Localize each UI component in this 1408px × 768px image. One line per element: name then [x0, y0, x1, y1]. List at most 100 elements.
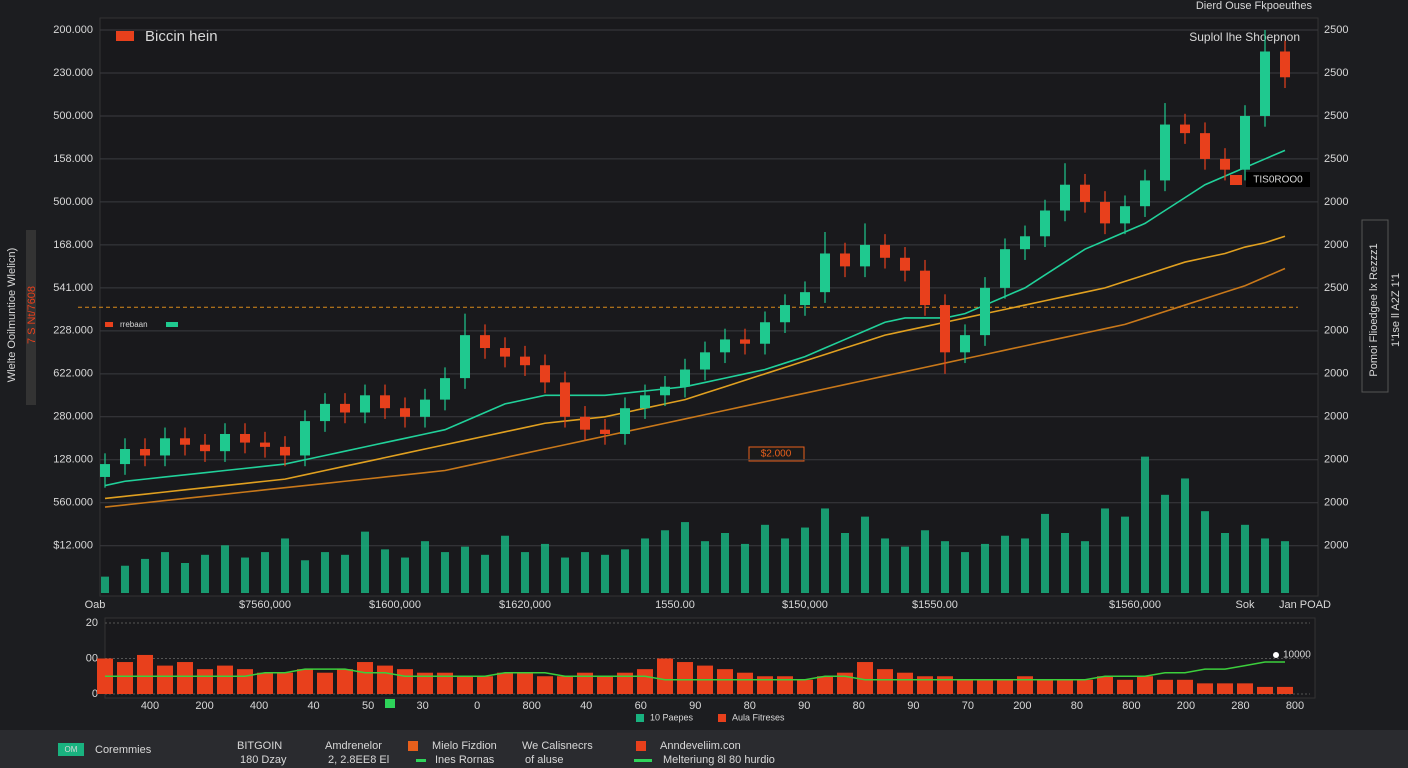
x-tick-label: $1620,000	[499, 599, 551, 611]
bar	[777, 676, 793, 694]
candle-body	[320, 403, 330, 422]
bar	[317, 672, 333, 694]
candle-body	[540, 365, 550, 383]
candle-body	[120, 449, 130, 465]
candle-body	[180, 438, 190, 445]
x-tick-label: 90	[798, 700, 810, 712]
volume-bar	[621, 549, 629, 593]
x-tick-label: 400	[141, 700, 159, 712]
left-title: Wlelte Ooilmuntioe Wlelicn)	[6, 248, 18, 382]
bar	[597, 676, 613, 694]
candle-body	[340, 403, 350, 413]
y-tick-label: 200.000	[53, 24, 93, 36]
candle-body	[1220, 158, 1230, 170]
volume-bar	[1101, 508, 1109, 593]
candle-body	[440, 378, 450, 400]
volume-bar	[321, 552, 329, 593]
candle-body	[1180, 124, 1190, 134]
bar	[137, 654, 153, 694]
candle-body	[740, 339, 750, 344]
y2-tick-label: 2500	[1324, 153, 1348, 165]
bar	[877, 669, 893, 694]
footer-sub: Ines Rornas	[435, 754, 495, 766]
legend-label: Biccin hein	[145, 28, 218, 45]
bar	[677, 662, 693, 694]
candle-body	[760, 322, 770, 344]
candle-body	[1080, 184, 1090, 202]
volume-bar	[301, 560, 309, 593]
annotation: $2.000	[761, 449, 792, 460]
y2-tick-label: 2000	[1324, 368, 1348, 380]
x-tick-label: 40	[580, 700, 592, 712]
x-tick-label: $1600,000	[369, 599, 421, 611]
y2-tick-label: 2000	[1324, 540, 1348, 552]
candle-body	[1120, 206, 1130, 224]
bar	[917, 676, 933, 694]
candle-body	[520, 356, 530, 366]
volume-bar	[881, 538, 889, 593]
bar	[1037, 679, 1053, 694]
bar	[457, 676, 473, 694]
volume-bar	[581, 552, 589, 593]
volume-bar	[221, 545, 229, 593]
bar	[1137, 676, 1153, 694]
volume-bar	[961, 552, 969, 593]
bar	[1197, 683, 1213, 694]
volume-bar	[1281, 541, 1289, 593]
bar	[637, 669, 653, 694]
x-tick-label: 800	[1286, 700, 1304, 712]
candle-body	[1140, 180, 1150, 207]
candle-body	[1060, 184, 1070, 211]
y2-tick-label: 2500	[1324, 282, 1348, 294]
x-tick-label: 80	[1071, 700, 1083, 712]
candle-body	[300, 421, 310, 456]
y-tick-label: 0	[92, 688, 98, 700]
bar	[177, 662, 193, 694]
left-subtitle: 7 S Nt/7608	[26, 286, 38, 344]
legend-swatch	[105, 322, 113, 327]
bar	[1157, 679, 1173, 694]
bar	[1177, 679, 1193, 694]
candle-body	[860, 244, 870, 267]
y2-tick-label: 2500	[1324, 110, 1348, 122]
volume-bar	[921, 530, 929, 593]
volume-bar	[701, 541, 709, 593]
x-tick-label: Oab	[85, 599, 106, 611]
y2-tick-label: 2500	[1324, 67, 1348, 79]
bar	[477, 676, 493, 694]
bar	[897, 672, 913, 694]
footer-line	[416, 759, 426, 762]
bar	[117, 662, 133, 694]
footer-title: Amdrenelor	[325, 740, 382, 752]
x-tick-label: 40	[307, 700, 319, 712]
bar	[1237, 683, 1253, 694]
footer-sub: 180 Dzay	[240, 754, 287, 766]
volume-bar	[201, 554, 209, 593]
volume-bar	[801, 527, 809, 593]
annotation-marker	[1230, 175, 1242, 185]
annotation-box	[1246, 172, 1310, 187]
footer-bar	[0, 730, 1408, 768]
candle-body	[1240, 115, 1250, 170]
annotation-box	[748, 446, 805, 462]
volume-bar	[121, 565, 129, 593]
bar	[297, 669, 313, 694]
bar	[257, 672, 273, 694]
bar	[717, 669, 733, 694]
y-tick-label: 168.000	[53, 239, 93, 251]
x-tick-label: 200	[195, 700, 213, 712]
volume-bar	[1221, 533, 1229, 593]
volume-bar	[521, 552, 529, 593]
footer-title: Coremmies	[95, 744, 152, 756]
bar	[157, 665, 173, 694]
footer-line	[634, 759, 652, 762]
candle-body	[940, 305, 950, 353]
moving-average	[104, 267, 1286, 508]
x-tick-label: 30	[416, 700, 428, 712]
subtitle: Suplol lhe Shoepnon	[1189, 30, 1300, 44]
y-tick-label: 128.000	[53, 454, 93, 466]
x-tick-label: 800	[1122, 700, 1140, 712]
x-tick-label: 80	[853, 700, 865, 712]
